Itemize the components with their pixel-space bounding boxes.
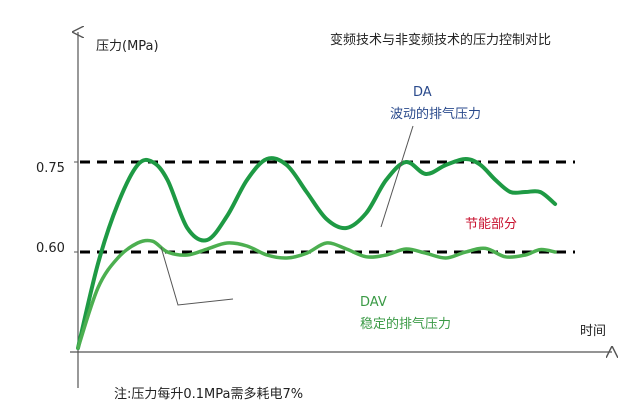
y-tick-label-060: 0.60 — [36, 241, 65, 256]
series-line-da — [76, 156, 558, 350]
dav-annotation-title: DAV — [360, 295, 387, 310]
da-annotation-desc: 波动的排气压力 — [390, 106, 481, 122]
da-annotation-title: DA — [413, 85, 432, 100]
footnote: 注:压力每升0.1MPa需多耗电7% — [114, 386, 303, 402]
leader-lines — [160, 125, 414, 306]
axes — [70, 32, 612, 388]
da-leader-line — [380, 125, 414, 228]
series-lines — [76, 156, 558, 350]
chart-title: 变频技术与非变频技术的压力控制对比 — [330, 32, 551, 48]
reference-lines — [80, 160, 575, 254]
dav-leader-line — [160, 246, 234, 306]
y-tick-label-075: 0.75 — [36, 161, 65, 176]
x-axis-label: 时间 — [580, 324, 606, 339]
y-axis-label: 压力(MPa) — [96, 39, 159, 54]
saving-annotation: 节能部分 — [465, 217, 517, 232]
series-line-dav — [76, 238, 557, 350]
dav-annotation-desc: 稳定的排气压力 — [360, 316, 451, 332]
